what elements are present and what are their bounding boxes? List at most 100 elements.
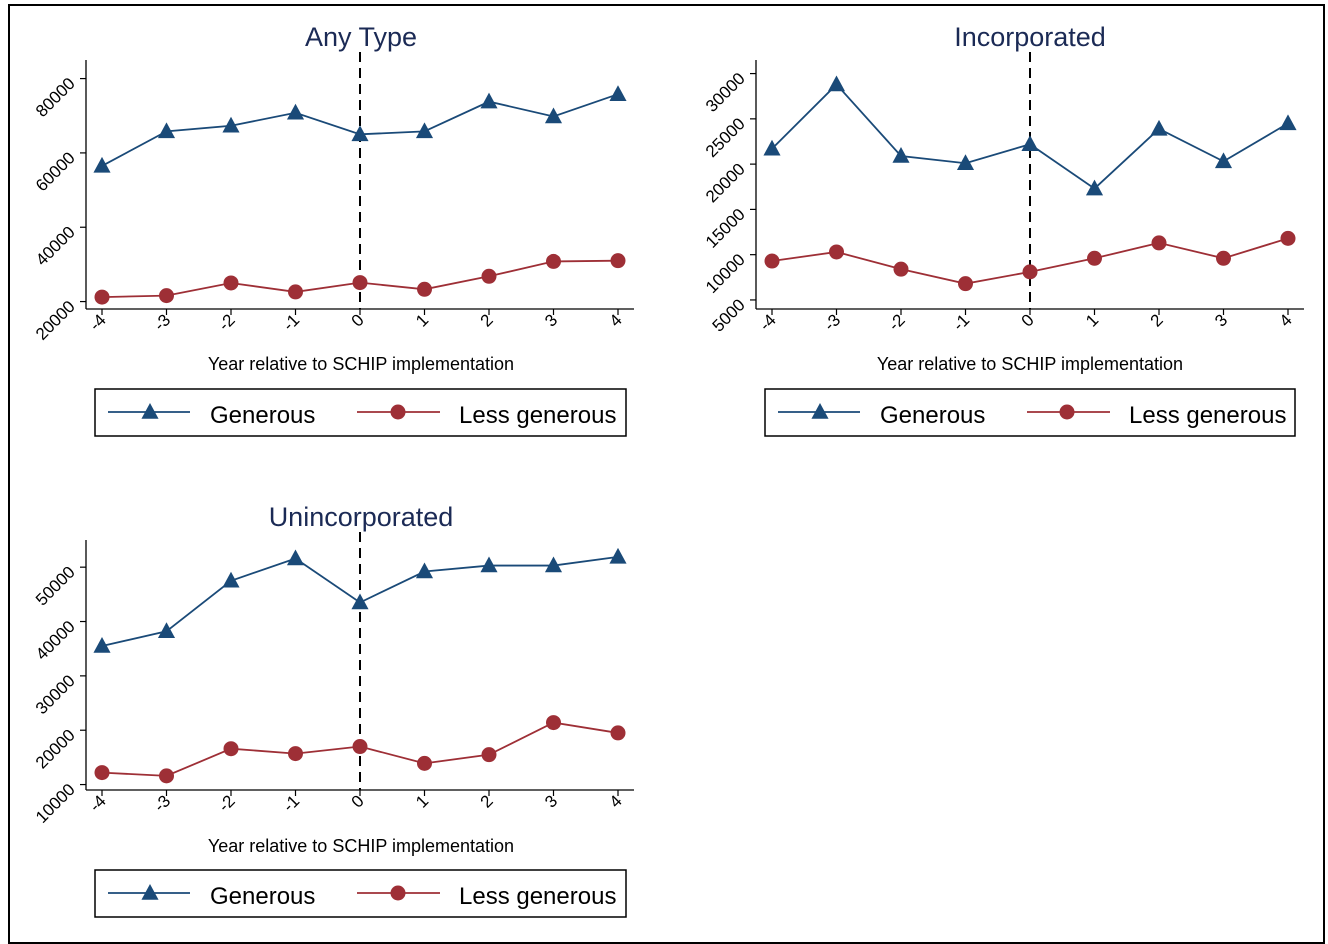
x-tick-label: -1 [279, 791, 303, 815]
data-point-less-generous [94, 289, 110, 305]
data-point-less-generous [1022, 264, 1038, 280]
legend-key-triangle [141, 403, 159, 419]
data-point-less-generous [546, 715, 561, 731]
y-tick-label: 20000 [32, 297, 79, 344]
y-tick-label: 30000 [702, 69, 749, 116]
data-point-less-generous [1087, 250, 1102, 266]
data-point-less-generous [223, 275, 239, 291]
data-point-less-generous [94, 765, 110, 781]
panel-unincorporated: Unincorporated 10000 20000 30000 40000 50000… [32, 502, 634, 918]
data-point-generous [1279, 114, 1297, 131]
legend-box [94, 869, 627, 918]
legend-key-circle [390, 404, 406, 420]
data-point-less-generous [764, 253, 780, 269]
x-tick-label: 4 [1276, 310, 1296, 330]
y-tick-label: 80000 [32, 74, 79, 121]
legend-label-generous: Generous [210, 402, 315, 429]
legend-label-less-generous: Less generous [459, 883, 616, 910]
axes: 20000 40000 60000 80000 -4 -3 -2 -1 0 1 2 3 4 [32, 60, 634, 344]
data-point-generous [157, 122, 176, 139]
panel-title: Unincorporated [269, 502, 454, 532]
legend-key-triangle [811, 403, 829, 419]
legend-label-less-generous: Less generous [1129, 402, 1286, 429]
data-point-less-generous [546, 253, 561, 269]
x-tick-label: -2 [215, 310, 239, 334]
x-tick-label: -4 [756, 310, 780, 334]
x-tick-label: -4 [86, 310, 110, 334]
x-tick-label: 2 [477, 310, 497, 330]
data-point-generous [157, 622, 176, 639]
data-point-less-generous [1280, 230, 1296, 246]
data-point-generous [93, 156, 111, 173]
y-tick-label: 40000 [32, 617, 79, 664]
x-tick-label: 4 [606, 791, 626, 811]
y-tick-label: 30000 [32, 671, 79, 718]
x-tick-label: 1 [1082, 310, 1102, 330]
x-tick-label: -4 [86, 791, 110, 815]
data-point-less-generous [223, 741, 239, 757]
data-point-less-generous [893, 261, 909, 277]
y-tick-label: 10000 [702, 250, 749, 297]
y-tick-label: 20000 [702, 160, 749, 207]
data-point-generous [222, 116, 240, 133]
data-point-less-generous [352, 275, 368, 291]
data-point-generous [609, 547, 627, 564]
data-point-generous [480, 92, 498, 109]
data-point-less-generous [481, 268, 497, 284]
x-tick-label: 1 [412, 310, 432, 330]
data-point-less-generous [1216, 250, 1231, 266]
legend: Generous Less generous [94, 869, 627, 918]
x-tick-label: 0 [348, 791, 368, 811]
data-point-generous [544, 107, 563, 124]
y-tick-label: 10000 [32, 780, 79, 827]
x-tick-label: 1 [412, 791, 432, 811]
data-point-less-generous [1151, 235, 1167, 251]
x-tick-label: 3 [541, 310, 561, 330]
series-layer [93, 532, 627, 790]
legend-label-generous: Generous [880, 402, 985, 429]
legend-keys [108, 403, 440, 420]
legend: Generous Less generous [764, 388, 1296, 437]
y-tick-label: 60000 [32, 148, 79, 195]
data-point-less-generous [417, 281, 432, 297]
data-point-generous [544, 556, 563, 573]
x-tick-label: 4 [606, 310, 626, 330]
x-axis-label: Year relative to SCHIP implementation [208, 354, 514, 374]
data-point-generous [351, 593, 369, 610]
y-tick-label: 5000 [709, 295, 749, 335]
legend-key-circle [1059, 404, 1075, 420]
data-point-generous [1214, 152, 1233, 169]
x-tick-label: -2 [885, 310, 909, 334]
data-point-generous [286, 549, 305, 566]
data-point-generous [609, 85, 627, 101]
x-axis-label: Year relative to SCHIP implementation [208, 836, 514, 856]
data-point-less-generous [829, 244, 844, 260]
data-point-less-generous [610, 725, 626, 741]
data-point-generous [93, 636, 111, 653]
data-point-less-generous [159, 768, 174, 784]
x-tick-label: -1 [279, 310, 303, 334]
data-point-generous [1150, 119, 1168, 136]
legend-key-circle [390, 885, 406, 901]
data-point-generous [480, 556, 498, 573]
x-tick-label: -3 [150, 310, 174, 334]
legend: Generous Less generous [94, 388, 627, 437]
y-tick-label: 20000 [32, 726, 79, 773]
y-tick-label: 40000 [32, 223, 79, 270]
legend-label-less-generous: Less generous [459, 402, 616, 429]
x-tick-label: 0 [348, 310, 368, 330]
x-tick-label: -3 [820, 310, 844, 334]
x-tick-label: -3 [150, 791, 174, 815]
legend-label-generous: Generous [210, 883, 315, 910]
series-layer [93, 52, 627, 309]
data-point-less-generous [288, 284, 303, 300]
data-point-less-generous [352, 739, 368, 755]
legend-key-triangle [141, 884, 159, 900]
y-tick-label: 25000 [702, 114, 749, 161]
y-tick-label: 50000 [32, 563, 79, 610]
panel-title: Incorporated [954, 22, 1106, 52]
x-tick-label: -1 [949, 310, 973, 334]
legend-box [764, 388, 1296, 437]
